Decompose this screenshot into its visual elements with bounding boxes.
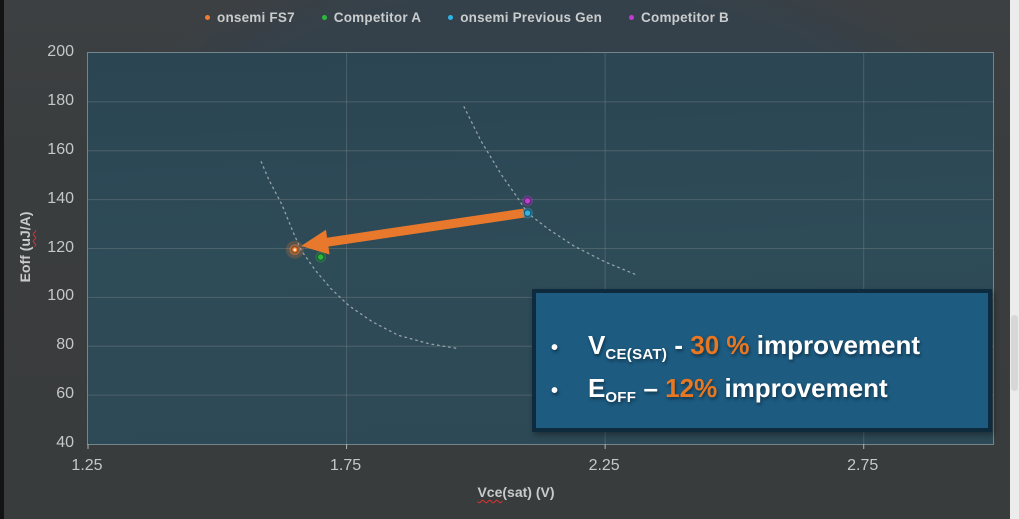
y-tick-label-180: 180 xyxy=(47,91,74,109)
data-point-onsemi-fs7-core xyxy=(293,248,297,252)
legend-marker-icon xyxy=(448,15,454,20)
callout-highlight-value: 12% xyxy=(665,373,718,403)
y-tick-label-60: 60 xyxy=(56,385,74,403)
callout-symbol: E xyxy=(588,373,606,403)
y-tick-label-160: 160 xyxy=(47,140,74,158)
y-axis-title: Eoff (uJ/A) xyxy=(17,212,33,283)
legend-marker-icon xyxy=(321,15,327,20)
improvement-arrow-shaft xyxy=(325,208,525,247)
legend-item-onsemi-fs7: onsemi FS7 xyxy=(205,10,295,25)
callout-rest-text: improvement xyxy=(717,373,888,403)
x-tick-label-1.75: 1.75 xyxy=(329,457,362,474)
y-tick-label-40: 40 xyxy=(56,434,74,451)
y-axis-title-pre: Eoff ( xyxy=(17,246,33,283)
y-tick-label-120: 120 xyxy=(47,238,74,256)
legend-label: onsemi FS7 xyxy=(217,10,295,25)
legend-marker-icon xyxy=(205,15,210,20)
window-left-edge xyxy=(0,0,4,519)
improvement-callout: • VCE(SAT) - 30 % improvement • EOFF – 12% … xyxy=(532,289,992,432)
previous-gen-tradeoff-curve xyxy=(463,106,639,277)
callout-highlight-value: 30 % xyxy=(690,330,750,360)
y-tick-label-140: 140 xyxy=(47,189,74,207)
chart-legend: onsemi FS7 Competitor A onsemi Previous Ge… xyxy=(205,10,729,25)
improvement-callout-rows: • VCE(SAT) - 30 % improvement • EOFF – 12% … xyxy=(536,293,988,412)
legend-label: onsemi Previous Gen xyxy=(460,10,603,25)
legend-marker-icon xyxy=(629,15,635,20)
y-tick-label-200: 200 xyxy=(47,43,74,60)
callout-symbol-subscript: OFF xyxy=(605,389,637,406)
legend-label: Competitor A xyxy=(333,10,422,25)
callout-bullet-text: EOFF – 12% improvement xyxy=(588,369,888,412)
legend-item-competitor-b: Competitor B xyxy=(629,10,729,25)
callout-dash: - xyxy=(667,330,691,360)
legend-label: Competitor B xyxy=(641,10,729,25)
callout-dash: – xyxy=(636,373,666,403)
callout-bullet-1: • VCE(SAT) - 30 % improvement xyxy=(536,326,988,369)
callout-rest-text: improvement xyxy=(749,330,921,360)
bullet-icon: • xyxy=(551,337,559,359)
callout-symbol-subscript: CE(SAT) xyxy=(605,346,668,363)
improvement-arrow-head xyxy=(301,229,330,255)
data-point-onsemi-previous-gen xyxy=(523,209,532,217)
callout-bullet-2: • EOFF – 12% improvement xyxy=(536,369,988,412)
x-axis-title-misspelled: Vce xyxy=(477,484,503,500)
x-tick-label-2.75: 2.75 xyxy=(847,457,879,474)
callout-symbol: V xyxy=(588,330,606,360)
callout-bullet-text: VCE(SAT) - 30 % improvement xyxy=(588,326,920,369)
legend-item-onsemi-previous-gen: onsemi Previous Gen xyxy=(448,10,602,25)
x-tick-label-1.25: 1.25 xyxy=(71,457,103,474)
scrollbar-thumb[interactable] xyxy=(1011,315,1018,391)
x-tick-label-2.25: 2.25 xyxy=(588,457,620,474)
y-tick-label-100: 100 xyxy=(47,287,74,305)
bullet-icon: • xyxy=(551,380,559,402)
x-axis-title: Vce(sat) (V) xyxy=(436,484,596,500)
x-axis-title-rest: (sat) (V) xyxy=(502,484,555,500)
scrollbar-track[interactable] xyxy=(1010,0,1019,519)
y-axis-title-rest: /A) xyxy=(17,211,33,231)
legend-item-competitor-a: Competitor A xyxy=(321,10,422,25)
y-tick-label-80: 80 xyxy=(56,336,74,354)
fs7-tradeoff-curve xyxy=(260,161,460,350)
data-point-competitor-b xyxy=(523,197,532,205)
data-point-competitor-a xyxy=(317,253,325,261)
y-axis-title-misspelled: uJ xyxy=(17,230,33,247)
